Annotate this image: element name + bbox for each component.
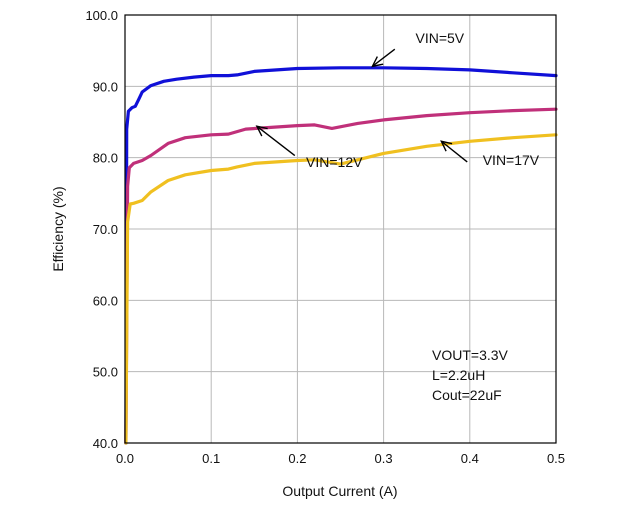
conditions-note-line: L=2.2uH <box>432 367 485 383</box>
y-tick-label: 100.0 <box>85 8 118 23</box>
conditions-note-line: VOUT=3.3V <box>432 347 509 363</box>
y-tick-label: 60.0 <box>93 293 118 308</box>
y-tick-label: 40.0 <box>93 436 118 451</box>
series-line-vin-17v <box>124 133 558 445</box>
annotation-label: VIN=17V <box>483 152 540 168</box>
annotations: VIN=5V VIN=12V VIN=17V <box>255 30 540 170</box>
y-tick-label: 70.0 <box>93 222 118 237</box>
x-tick-label: 0.0 <box>116 451 134 466</box>
y-tick-labels: 40.0 50.0 60.0 70.0 80.0 90.0 100.0 <box>85 8 118 451</box>
plot-frame <box>124 14 557 444</box>
conditions-note-line: Cout=22uF <box>432 387 502 403</box>
y-tick-label: 90.0 <box>93 79 118 94</box>
annotation-arrow <box>371 48 396 68</box>
x-tick-labels: 0.0 0.1 0.2 0.3 0.4 0.5 <box>116 451 565 466</box>
grid-lines <box>125 15 556 443</box>
y-tick-label: 80.0 <box>93 151 118 166</box>
x-tick-label: 0.5 <box>547 451 565 466</box>
annotation-label: VIN=12V <box>306 154 363 170</box>
conditions-note: VOUT=3.3V L=2.2uH Cout=22uF <box>432 347 509 403</box>
x-tick-label: 0.4 <box>461 451 479 466</box>
annotation-arrow <box>440 140 468 163</box>
series-line-vin-5v <box>124 66 558 445</box>
y-axis-label: Efficiency (%) <box>50 186 66 271</box>
x-tick-label: 0.3 <box>375 451 393 466</box>
annotation-arrow <box>255 125 296 157</box>
series-layer <box>124 66 558 445</box>
series-line-vin-12v <box>124 107 558 445</box>
x-axis-label: Output Current (A) <box>282 483 397 499</box>
y-tick-label: 50.0 <box>93 365 118 380</box>
annotation-label: VIN=5V <box>415 30 464 46</box>
x-tick-label: 0.1 <box>202 451 220 466</box>
x-tick-label: 0.2 <box>288 451 306 466</box>
